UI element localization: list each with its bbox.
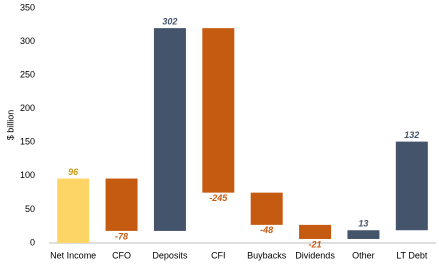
value-label: 302 [162, 17, 177, 27]
value-label: -21 [309, 239, 322, 249]
bar [153, 28, 186, 231]
y-tick-label: 50 [25, 204, 35, 214]
y-tick-label: 100 [20, 170, 35, 180]
x-tick-label: Buybacks [247, 250, 287, 260]
x-tick-label: Other [352, 250, 375, 260]
y-tick-label: 300 [20, 36, 35, 46]
bar [299, 224, 332, 239]
y-axis-label: $ billion [5, 110, 15, 141]
value-label: -245 [209, 193, 228, 203]
x-tick-label: CFI [211, 250, 226, 260]
x-tick-label: LT Debt [396, 250, 428, 260]
bar [105, 178, 138, 231]
y-tick-label: 200 [20, 103, 35, 113]
x-tick-label: CFO [112, 250, 131, 260]
bar [202, 28, 235, 193]
bar [250, 192, 283, 225]
x-tick-label: Net Income [50, 250, 96, 260]
value-label: 132 [404, 130, 419, 140]
x-tick-label: Dividends [295, 250, 335, 260]
bar [347, 230, 380, 239]
value-label: -48 [260, 225, 273, 235]
x-tick-label: Deposits [152, 250, 188, 260]
value-label: 13 [358, 219, 368, 229]
y-tick-label: 350 [20, 2, 35, 12]
y-tick-label: 150 [20, 137, 35, 147]
y-tick-label: 250 [20, 70, 35, 80]
bar [395, 141, 428, 231]
bar [57, 178, 90, 243]
value-label: 96 [68, 167, 79, 177]
value-label: -78 [115, 231, 128, 241]
y-tick-label: 0 [30, 237, 35, 247]
